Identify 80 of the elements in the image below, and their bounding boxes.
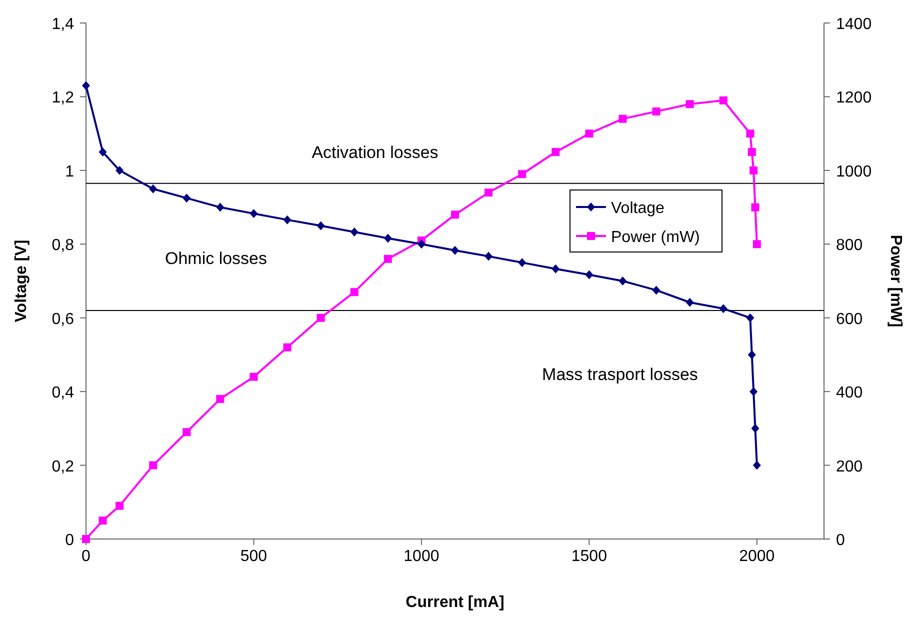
- point: [652, 286, 660, 295]
- x-tick-label: 1000: [404, 548, 440, 565]
- point: [686, 100, 694, 108]
- y-tick-label: 0,4: [52, 384, 74, 402]
- point: [350, 288, 358, 296]
- y2-tick-label: 1200: [836, 90, 872, 107]
- y-tick-label: 0,6: [52, 310, 74, 328]
- y2-tick-label: 1000: [836, 163, 872, 180]
- point: [350, 227, 358, 236]
- point: [751, 424, 760, 433]
- point: [98, 516, 107, 525]
- annotation: Activation losses: [312, 143, 438, 162]
- point: [116, 502, 124, 510]
- y2-tick-label: 800: [836, 237, 863, 254]
- point: [384, 254, 392, 263]
- point: [618, 114, 627, 123]
- x-tick-label: 1500: [571, 548, 608, 565]
- y-tick-label: 1: [65, 163, 74, 180]
- point: [585, 130, 594, 138]
- y-tick-label: 0,2: [52, 458, 74, 476]
- point: [216, 394, 224, 403]
- point: [316, 221, 325, 230]
- legend-label: Power (mW): [611, 229, 700, 246]
- point: [746, 313, 754, 322]
- point: [283, 215, 292, 224]
- y2-tick-label: 0: [836, 532, 845, 549]
- point: [750, 166, 758, 174]
- point: [316, 314, 325, 322]
- y2-tick-label: 200: [836, 458, 863, 476]
- y2-tick-label: 600: [836, 310, 863, 328]
- point: [149, 461, 158, 470]
- point: [484, 188, 493, 197]
- point: [250, 372, 258, 381]
- point: [451, 246, 459, 255]
- point: [384, 234, 392, 243]
- point: [417, 240, 426, 249]
- point: [182, 194, 191, 203]
- point: [750, 387, 758, 396]
- point: [283, 343, 292, 352]
- y2-tick-label: 400: [836, 384, 863, 402]
- point: [719, 304, 728, 314]
- point: [748, 350, 756, 360]
- x-tick-label: 2000: [739, 548, 775, 565]
- point: [182, 428, 191, 436]
- point: [752, 460, 761, 470]
- point: [752, 240, 761, 248]
- y-tick-label: 0: [65, 532, 74, 549]
- x-tick-label: 0: [82, 548, 91, 565]
- point: [552, 148, 560, 156]
- legend-label: Voltage: [611, 200, 664, 217]
- y-tick-label: 1,4: [52, 16, 74, 33]
- point: [250, 209, 258, 218]
- point: [719, 96, 728, 104]
- y-tick-label: 1,2: [52, 90, 74, 107]
- point: [98, 148, 107, 156]
- point: [746, 130, 754, 138]
- point: [484, 252, 493, 261]
- point: [451, 210, 459, 219]
- point: [686, 298, 694, 307]
- point: [82, 81, 90, 90]
- point: [518, 258, 526, 268]
- x-axis-title: Current [mA]: [406, 594, 504, 611]
- point: [652, 107, 660, 116]
- y2-tick-label: 1400: [836, 16, 872, 33]
- point: [618, 276, 627, 286]
- y-tick-label: 0,8: [52, 237, 74, 254]
- x-tick-label: 500: [240, 548, 268, 565]
- point: [216, 202, 224, 212]
- point: [748, 148, 756, 156]
- annotation: Ohmic losses: [164, 249, 268, 268]
- point: [751, 203, 760, 212]
- point: [552, 264, 560, 274]
- point: [82, 535, 90, 543]
- y-axis-title: Voltage [V]: [13, 240, 30, 322]
- point: [585, 270, 594, 280]
- point: [149, 184, 158, 194]
- annotation: Mass trasport losses: [542, 365, 698, 384]
- point: [116, 166, 124, 175]
- point: [518, 170, 526, 178]
- y2-axis-title: Power [mW]: [887, 234, 904, 328]
